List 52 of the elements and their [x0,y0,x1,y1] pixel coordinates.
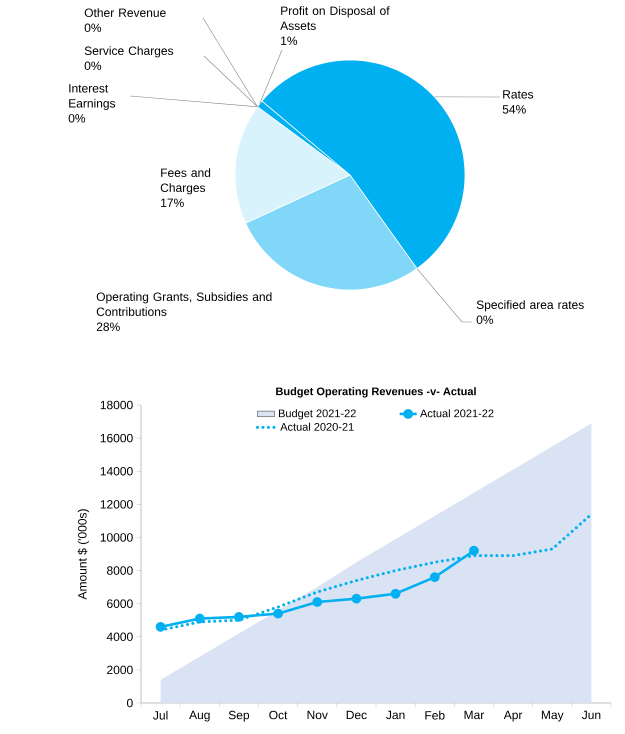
legend-label: Actual 2020-21 [280,422,354,431]
point [194,614,205,624]
x-tick-label: Jul [153,710,168,720]
point [390,588,400,599]
y-tick-label: 6000 [107,599,133,608]
category-label: Interest Earnings [69,84,116,110]
point [469,546,479,556]
x-tick-label: Jun [582,710,600,720]
category-label: Specified area rates [476,300,584,312]
legend-label: Actual 2021-22 [420,409,494,418]
x-tick-label: Nov [308,710,328,720]
text: 0% [84,24,102,32]
slice-label: Fees and Charges [160,168,210,194]
x-tick-label: Mar [464,710,484,720]
y-axis-title: Amount $ ('000s) [78,509,89,600]
y-tick-label: 8000 [107,566,133,575]
category-label: Other Revenue [84,8,166,18]
chart-title: Budget Operating Revenues -v- Actual [276,387,476,398]
data-label: 17% [161,198,184,207]
legend-label: Budget 2021-22 [278,409,356,420]
x-tick-label: Jan [386,710,404,720]
y-tick-label: 2000 [107,666,133,674]
category-label: Service Charges [84,46,174,58]
slice-label: Rates [503,90,534,99]
x-tick-label: Feb [425,710,445,720]
point [234,612,244,622]
data-label: 28% [96,322,120,332]
y-tick-label: 18000 [100,400,133,410]
y-tick-label: 0 [126,698,133,708]
x-tick-label: Aug [189,710,210,722]
x-tick-label: Sep [228,710,250,722]
text: 0% [84,62,102,70]
x-tick-label: Dec [346,710,367,720]
point [273,608,283,618]
y-tick-label: 16000 [100,434,133,442]
x-tick-label: Apr [504,710,522,722]
x-tick-label: Oct [269,710,288,720]
point [312,597,322,607]
point [352,594,362,604]
data-label: 54% [502,105,526,114]
text: 0% [476,316,494,324]
text: 0% [68,114,86,123]
point [430,572,440,582]
slice-label: Operating Grants, Subsidies and Contributions [96,292,272,316]
y-tick-label: 10000 [100,533,133,542]
y-tick-label: 4000 [106,632,133,642]
data-label: 1% [281,36,298,45]
y-tick-label: 14000 [100,466,133,476]
x-tick-label: May [542,710,564,722]
point [156,622,166,632]
y-tick-label: 12000 [100,500,133,509]
slice-label: Profit on Disposal of Assets [280,6,390,30]
